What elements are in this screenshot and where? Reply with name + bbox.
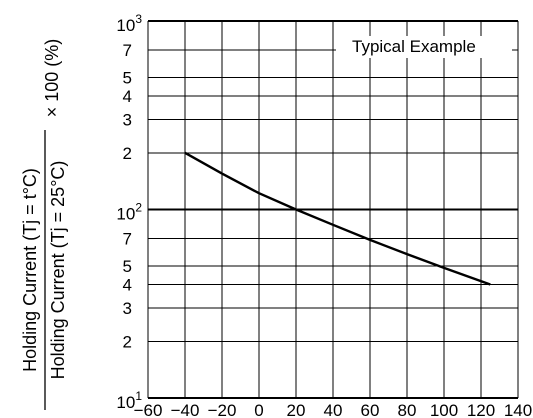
y-label-denominator: Holding Current (Tj = 25°C): [48, 161, 68, 380]
y-tick-label: 5: [123, 257, 132, 276]
y-axis-label: Holding Current (Tj = t°C) Holding Curre…: [20, 39, 68, 410]
annotation-background: [336, 36, 512, 58]
y-tick-label: 7: [123, 41, 132, 60]
x-tick-label: −40: [171, 401, 200, 418]
annotation-typical-example: Typical Example: [352, 37, 476, 56]
y-tick-label: 2: [123, 144, 132, 163]
x-tick-label: 80: [398, 401, 417, 418]
y-tick-label: 3: [123, 299, 132, 318]
series: [184, 151, 491, 286]
x-tick-label: 140: [504, 401, 532, 418]
x-tick-label: −20: [208, 401, 237, 418]
x-tick-label: 20: [287, 401, 306, 418]
y-tick-label: 102: [116, 201, 142, 224]
y-label-numerator: Holding Current (Tj = t°C): [20, 168, 40, 372]
x-tick-label: 40: [324, 401, 343, 418]
x-tick-label: 100: [430, 401, 458, 418]
y-label-suffix: × 100 (%): [42, 39, 62, 118]
x-tick-label: −60: [134, 401, 163, 418]
y-tick-label: 2: [123, 332, 132, 351]
y-tick-label: 4: [123, 276, 132, 295]
series-line: [184, 151, 491, 286]
x-tick-label: 60: [361, 401, 380, 418]
x-tick-labels: −60 −40 −20 0 20 40 60 80 100 120 140: [134, 401, 533, 418]
y-tick-label: 3: [123, 111, 132, 130]
y-tick-label: 103: [116, 12, 142, 35]
grid: [147, 20, 519, 399]
x-tick-label: 0: [254, 401, 263, 418]
y-tick-label: 4: [123, 87, 132, 106]
x-tick-label: 120: [467, 401, 495, 418]
y-tick-label: 5: [123, 69, 132, 88]
y-tick-label: 7: [123, 230, 132, 249]
